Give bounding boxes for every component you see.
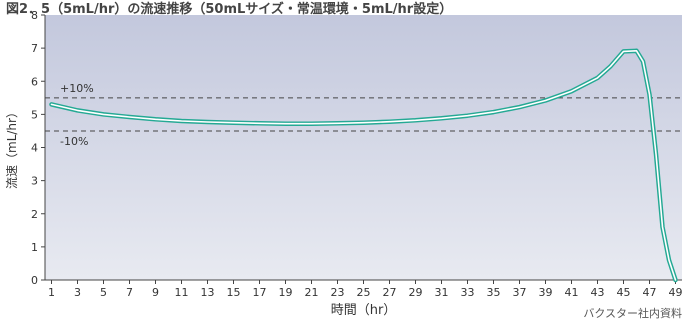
x-tick-label: 11 — [175, 286, 189, 299]
x-tick-label: 13 — [201, 286, 215, 299]
y-tick-label: 4 — [31, 142, 38, 155]
x-tick-label: 1 — [48, 286, 55, 299]
x-tick-label: 45 — [617, 286, 631, 299]
y-tick-label: 3 — [31, 175, 38, 188]
reference-lines: +10% -10% — [45, 82, 682, 148]
x-tick-label: 9 — [152, 286, 159, 299]
y-tick-label: 0 — [31, 274, 38, 287]
series-layer — [49, 48, 678, 283]
x-tick-label: 39 — [539, 286, 553, 299]
plot-area — [45, 15, 682, 280]
x-tick-label: 17 — [253, 286, 267, 299]
x-tick-label: 7 — [126, 286, 133, 299]
x-tick-label: 31 — [435, 286, 449, 299]
x-tick-label: 5 — [100, 286, 107, 299]
chart-title: 図2．5（5mL/hr）の流速推移（50mLサイズ・常温環境・5mL/hr設定） — [6, 1, 452, 17]
y-tick-label: 5 — [31, 108, 38, 121]
y-tick-label: 1 — [31, 241, 38, 254]
x-tick-label: 27 — [383, 286, 397, 299]
y-axis-label: 流速（mL/hr） — [5, 106, 19, 189]
x-tick-label: 43 — [591, 286, 605, 299]
source-note: バクスター社内資料 — [583, 306, 682, 320]
x-tick-label: 23 — [331, 286, 345, 299]
x-tick-label: 33 — [461, 286, 475, 299]
y-tick-label: 6 — [31, 75, 38, 88]
y-tick-label: 8 — [31, 9, 38, 22]
x-tick-label: 25 — [357, 286, 371, 299]
y-tick-label: 2 — [31, 208, 38, 221]
x-tick-label: 21 — [305, 286, 319, 299]
reference-label: +10% — [60, 82, 94, 95]
y-tick-label: 7 — [31, 42, 38, 55]
x-axis-label: 時間（hr） — [331, 303, 397, 318]
x-tick-label: 37 — [513, 286, 527, 299]
x-tick-label: 35 — [487, 286, 501, 299]
x-tick-label: 49 — [669, 286, 683, 299]
reference-label: -10% — [60, 135, 88, 148]
flow-rate-line-inner — [50, 49, 677, 281]
x-tick-label: 29 — [409, 286, 423, 299]
x-tick-label: 41 — [565, 286, 579, 299]
x-tick-label: 15 — [227, 286, 241, 299]
x-tick-label: 47 — [643, 286, 657, 299]
x-tick-label: 19 — [279, 286, 293, 299]
x-tick-label: 3 — [74, 286, 81, 299]
